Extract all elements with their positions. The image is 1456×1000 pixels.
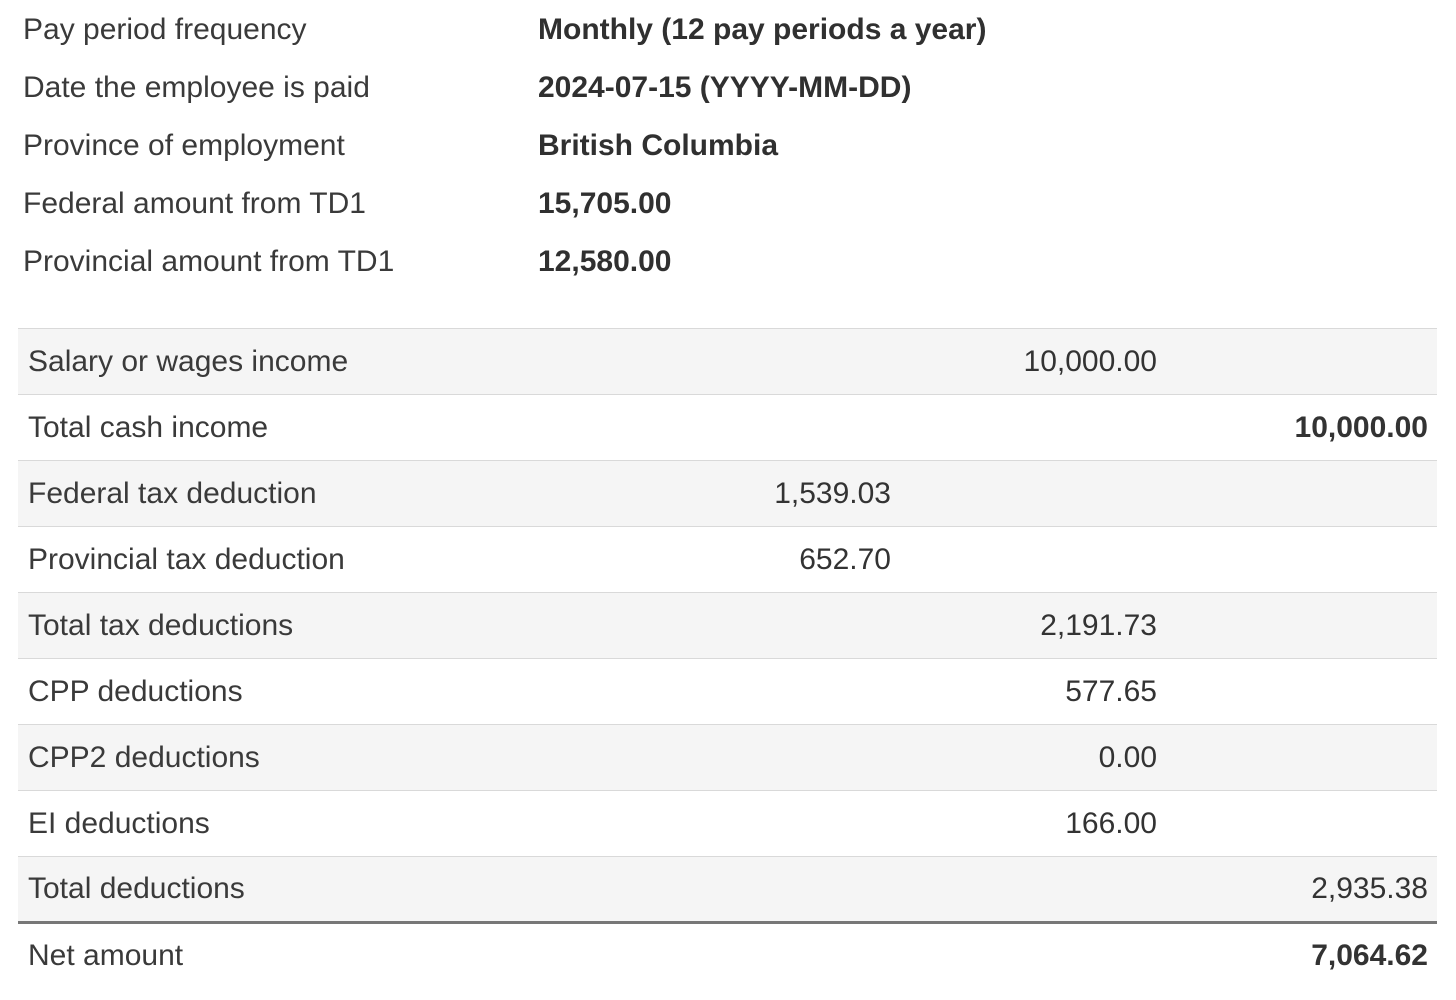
summary-value: 2024-07-15 (YYYY-MM-DD)	[538, 71, 912, 104]
summary-row: Provincial amount from TD1 12,580.00	[23, 233, 1456, 291]
empty-cell	[634, 395, 900, 461]
row-value: 1,539.03	[774, 476, 891, 510]
row-value: 10,000.00	[1023, 344, 1157, 378]
row-value: 166.00	[1065, 806, 1157, 840]
row-label: Federal tax deduction	[28, 476, 317, 510]
table-row: CPP2 deductions 0.00	[18, 724, 1437, 791]
empty-cell	[1166, 725, 1437, 791]
row-label: Total cash income	[28, 410, 269, 444]
empty-cell	[634, 659, 900, 725]
row-label: Salary or wages income	[28, 344, 349, 378]
row-label: Total tax deductions	[28, 608, 294, 642]
summary-row: Federal amount from TD1 15,705.00	[23, 175, 1456, 233]
summary-label: Pay period frequency	[23, 13, 307, 46]
table-row: CPP deductions 577.65	[18, 658, 1437, 725]
empty-cell	[900, 923, 1166, 989]
empty-cell	[900, 461, 1166, 527]
table-row: Net amount 7,064.62	[18, 922, 1437, 989]
summary-value: Monthly (12 pay periods a year)	[538, 13, 987, 46]
empty-cell	[634, 791, 900, 857]
table-row: Total tax deductions 2,191.73	[18, 592, 1437, 659]
empty-cell	[634, 725, 900, 791]
table-row: Provincial tax deduction 652.70	[18, 526, 1437, 593]
row-value: 2,935.38	[1311, 872, 1428, 905]
summary-value: British Columbia	[538, 129, 779, 162]
summary-row: Province of employment British Columbia	[23, 117, 1456, 175]
table-row: Salary or wages income 10,000.00	[18, 328, 1437, 395]
results-table-body: Salary or wages income 10,000.00 Total cas…	[18, 328, 1437, 989]
empty-cell	[634, 923, 900, 989]
results-table: Salary or wages income 10,000.00 Total cas…	[18, 328, 1437, 989]
table-row: Federal tax deduction 1,539.03	[18, 460, 1437, 527]
row-value: 577.65	[1065, 674, 1157, 708]
row-value: 7,064.62	[1311, 939, 1428, 973]
row-label: Provincial tax deduction	[28, 542, 345, 576]
summary-value: 15,705.00	[538, 187, 672, 220]
empty-cell	[634, 329, 900, 395]
empty-cell	[900, 527, 1166, 593]
row-label: Net amount	[28, 939, 184, 973]
table-row: Total deductions 2,935.38	[18, 856, 1437, 923]
empty-cell	[1166, 527, 1437, 593]
empty-cell	[900, 857, 1166, 923]
summary-label: Date the employee is paid	[23, 71, 370, 104]
empty-cell	[900, 395, 1166, 461]
row-label: CPP deductions	[28, 674, 243, 708]
summary-value: 12,580.00	[538, 245, 672, 278]
summary-label: Province of employment	[23, 129, 345, 162]
row-value: 2,191.73	[1040, 608, 1157, 642]
summary-label: Provincial amount from TD1	[23, 245, 395, 278]
empty-cell	[634, 857, 900, 923]
summary-row: Pay period frequency Monthly (12 pay per…	[23, 1, 1456, 59]
table-row: EI deductions 166.00	[18, 790, 1437, 857]
row-value: 652.70	[799, 542, 891, 576]
row-value: 10,000.00	[1294, 410, 1428, 444]
summary-label: Federal amount from TD1	[23, 187, 366, 220]
empty-cell	[1166, 593, 1437, 659]
summary-row: Date the employee is paid 2024-07-15 (YY…	[23, 59, 1456, 117]
empty-cell	[1166, 461, 1437, 527]
empty-cell	[1166, 791, 1437, 857]
input-summary: Pay period frequency Monthly (12 pay per…	[0, 0, 1456, 291]
row-label: CPP2 deductions	[28, 740, 260, 774]
row-label: Total deductions	[28, 872, 245, 905]
table-row: Total cash income 10,000.00	[18, 394, 1437, 461]
row-value: 0.00	[1098, 740, 1157, 774]
empty-cell	[1166, 659, 1437, 725]
row-label: EI deductions	[28, 806, 210, 840]
empty-cell	[1166, 329, 1437, 395]
empty-cell	[634, 593, 900, 659]
